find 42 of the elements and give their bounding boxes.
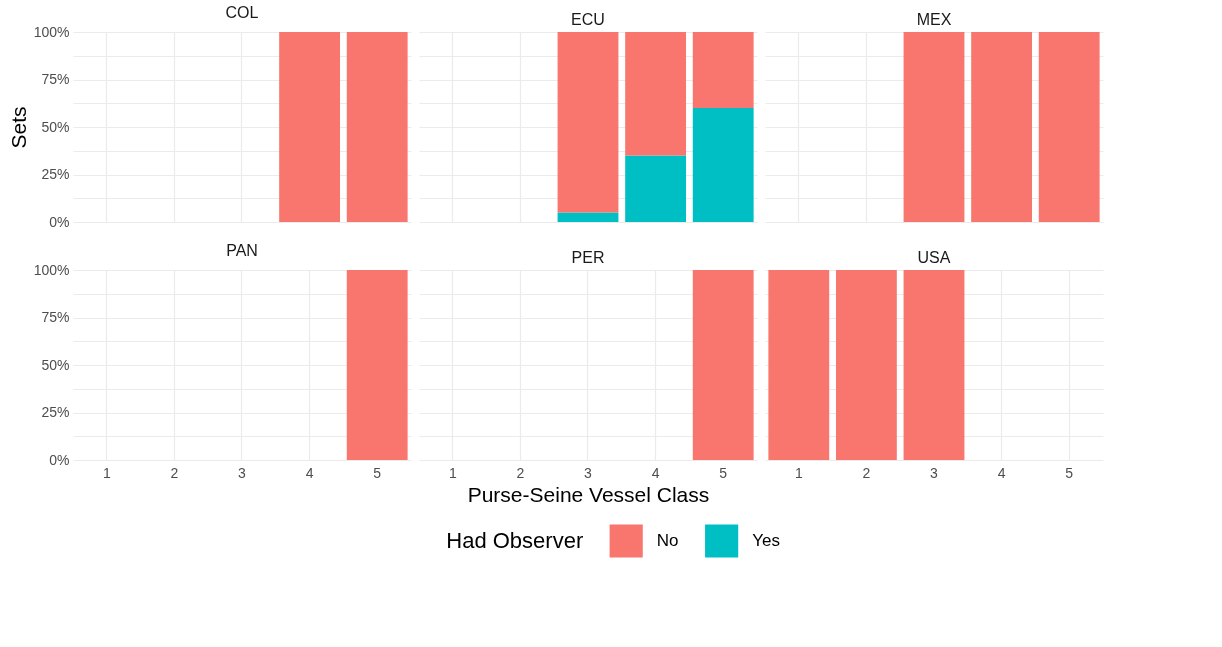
bar [692,32,754,108]
x-tick-label: 1 [102,464,111,481]
y-tick-label: 50% [41,356,70,373]
chart-title: ECU [571,11,605,28]
chart-title: USA [917,249,951,266]
x-axis-title: Purse-Seine Vessel Class [467,482,710,506]
y-axis-title: Sets [6,106,30,149]
x-tick-label: 5 [373,464,382,481]
x-tick-label: 3 [584,464,593,481]
x-tick-label: 3 [238,464,247,481]
bar [557,212,619,222]
y-tick-label: 0% [49,213,70,230]
chart-title: PAN [226,242,258,259]
legend-title: Had Observer [446,528,584,553]
x-tick-label: 2 [170,464,179,481]
bar [557,32,619,213]
y-tick-label: 25% [41,166,70,182]
x-tick-label: 3 [930,464,939,481]
legend-label: Yes [752,531,780,550]
chart-title: PER [571,249,605,266]
y-tick-label: 0% [49,451,70,468]
chart-title: COL [225,4,259,21]
x-tick-label: 1 [448,464,457,481]
bar [625,155,687,222]
x-tick-label: 5 [719,464,728,481]
y-tick-label: 100% [33,261,70,278]
y-tick-label: 25% [41,404,70,420]
bar [625,32,687,156]
y-tick-label: 50% [41,118,70,135]
x-tick-label: 4 [997,464,1006,481]
x-tick-label: 2 [862,464,871,481]
x-tick-label: 1 [794,464,803,481]
chart-title: MEX [916,11,952,28]
x-tick-label: 4 [305,464,314,481]
x-tick-label: 2 [516,464,525,481]
y-tick-label: 75% [41,309,70,325]
x-tick-label: 5 [1065,464,1074,481]
bar [692,108,754,222]
x-tick-label: 4 [651,464,660,481]
y-tick-label: 75% [41,71,70,87]
y-tick-label: 100% [33,23,70,40]
legend-label: No [656,531,679,550]
